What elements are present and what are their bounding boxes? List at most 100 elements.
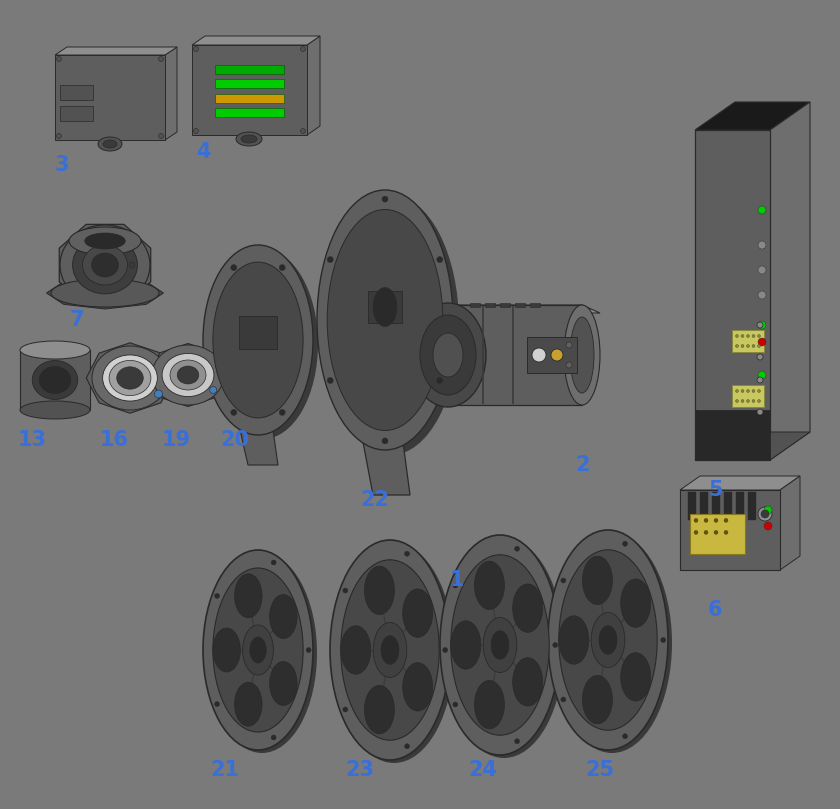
Circle shape <box>764 522 772 530</box>
Text: 19: 19 <box>162 430 192 450</box>
Text: 5: 5 <box>708 480 722 500</box>
Circle shape <box>214 701 219 706</box>
Text: 7: 7 <box>70 310 85 330</box>
Circle shape <box>453 583 458 588</box>
Circle shape <box>752 345 755 348</box>
Text: 1: 1 <box>450 570 465 590</box>
Circle shape <box>129 262 135 268</box>
Circle shape <box>437 256 443 263</box>
Circle shape <box>328 256 333 263</box>
Text: 25: 25 <box>585 760 614 780</box>
Ellipse shape <box>491 631 509 659</box>
Text: 20: 20 <box>220 430 249 450</box>
Bar <box>732 385 764 407</box>
Ellipse shape <box>328 210 443 430</box>
Bar <box>515 303 525 307</box>
Circle shape <box>758 334 760 337</box>
Circle shape <box>764 506 772 514</box>
Circle shape <box>271 735 276 740</box>
Bar <box>485 303 495 307</box>
Ellipse shape <box>621 653 651 701</box>
Polygon shape <box>448 305 582 405</box>
Text: 21: 21 <box>210 760 239 780</box>
Bar <box>215 108 284 117</box>
Ellipse shape <box>330 540 450 760</box>
Circle shape <box>437 378 443 383</box>
Circle shape <box>758 338 766 346</box>
Ellipse shape <box>234 682 262 726</box>
Circle shape <box>757 409 763 415</box>
Text: 4: 4 <box>196 142 211 162</box>
Circle shape <box>758 389 760 392</box>
Circle shape <box>159 133 164 138</box>
Text: 23: 23 <box>345 760 374 780</box>
Ellipse shape <box>241 135 257 143</box>
Circle shape <box>758 266 766 274</box>
Ellipse shape <box>177 366 199 384</box>
Bar <box>736 492 744 520</box>
Polygon shape <box>448 305 600 313</box>
Bar <box>215 94 284 103</box>
Ellipse shape <box>420 315 476 395</box>
Ellipse shape <box>451 555 549 735</box>
Bar <box>60 85 93 100</box>
Ellipse shape <box>373 622 407 677</box>
Text: 22: 22 <box>360 490 389 510</box>
Circle shape <box>193 46 198 52</box>
Polygon shape <box>307 36 320 135</box>
Text: 2: 2 <box>575 455 590 475</box>
Circle shape <box>758 400 760 403</box>
Circle shape <box>301 129 306 133</box>
Ellipse shape <box>213 628 240 672</box>
Circle shape <box>758 371 766 379</box>
Polygon shape <box>363 442 410 495</box>
Ellipse shape <box>208 249 318 439</box>
Ellipse shape <box>102 355 157 401</box>
Circle shape <box>714 531 718 535</box>
Circle shape <box>714 519 718 523</box>
Circle shape <box>747 400 749 403</box>
Ellipse shape <box>410 303 486 407</box>
Ellipse shape <box>203 550 313 750</box>
Circle shape <box>532 348 546 362</box>
Circle shape <box>752 334 755 337</box>
Ellipse shape <box>444 538 564 758</box>
Ellipse shape <box>582 556 612 604</box>
Circle shape <box>757 377 763 383</box>
Ellipse shape <box>72 236 138 294</box>
Bar <box>470 303 480 307</box>
Bar <box>700 492 708 520</box>
Circle shape <box>758 241 766 249</box>
Ellipse shape <box>92 253 118 277</box>
Circle shape <box>758 345 760 348</box>
Circle shape <box>758 321 766 329</box>
Bar <box>215 65 284 74</box>
Text: 24: 24 <box>468 760 497 780</box>
Ellipse shape <box>39 366 71 393</box>
Polygon shape <box>149 344 228 406</box>
Bar <box>724 492 732 520</box>
Circle shape <box>279 265 286 270</box>
Bar <box>60 106 93 121</box>
Polygon shape <box>20 350 90 410</box>
Ellipse shape <box>170 360 206 390</box>
Circle shape <box>741 345 744 348</box>
Ellipse shape <box>117 366 144 389</box>
Ellipse shape <box>599 625 617 654</box>
Bar <box>732 330 764 352</box>
Ellipse shape <box>512 584 543 633</box>
Circle shape <box>752 389 755 392</box>
Bar <box>215 79 284 88</box>
Ellipse shape <box>564 305 600 405</box>
Circle shape <box>382 438 388 444</box>
Circle shape <box>704 531 708 535</box>
Ellipse shape <box>475 561 505 609</box>
Ellipse shape <box>402 589 433 637</box>
Circle shape <box>741 389 744 392</box>
Circle shape <box>761 510 769 518</box>
Circle shape <box>736 389 738 392</box>
Ellipse shape <box>591 612 625 667</box>
Circle shape <box>736 345 738 348</box>
Ellipse shape <box>365 685 395 734</box>
Circle shape <box>271 560 276 565</box>
